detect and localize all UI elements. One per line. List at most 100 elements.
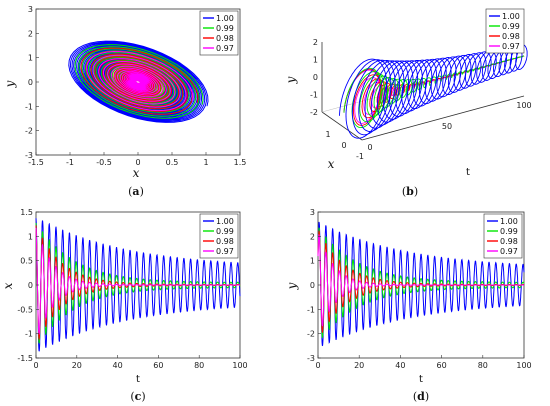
panel-b-ytick-label: -2 bbox=[310, 108, 318, 117]
panel-a-xtick-label: 0 bbox=[135, 158, 140, 167]
panel-c-caption-letter: c bbox=[135, 390, 142, 403]
panel-d-ytick-label: 1 bbox=[310, 257, 315, 266]
panel-d-xlabel: t bbox=[419, 374, 423, 385]
panel-a-xticks: -1.5 -1 -0.5 0 0.5 1 1.5 bbox=[28, 152, 246, 167]
panel-a-legend-label: 1.00 bbox=[216, 14, 234, 23]
panel-c: 0 20 40 60 80 100 -1.5 -1 -0.5 0 0.5 1 1.5 t x 1.00… bbox=[1, 208, 248, 403]
panel-c-series-group bbox=[35, 218, 241, 352]
panel-a-legend-label: 0.98 bbox=[216, 34, 234, 43]
panel-b-legend: 1.000.990.980.97 bbox=[485, 8, 525, 54]
panel-d-ylabel: y bbox=[285, 282, 299, 290]
panel-a-caption: (a) bbox=[128, 185, 144, 198]
panel-d-legend-label: 0.97 bbox=[500, 247, 518, 256]
panel-d-ytick-label: -1 bbox=[307, 305, 315, 314]
panel-b-caption-letter: b bbox=[406, 185, 414, 198]
panel-c-ytick-label: 1 bbox=[28, 232, 33, 241]
panel-a-ytick-label: 3 bbox=[28, 5, 33, 14]
panel-a-yticks: -3 -2 -1 0 1 2 3 bbox=[25, 5, 39, 160]
panel-b-xtick-label: 1 bbox=[325, 130, 330, 139]
panel-c-xtick-label: 0 bbox=[33, 361, 38, 370]
panel-a-ytick-label: -1 bbox=[25, 102, 33, 111]
panel-d-xtick-label: 20 bbox=[354, 361, 364, 370]
panel-c-ytick-label: 1.5 bbox=[20, 208, 33, 217]
panel-a-caption-letter: a bbox=[132, 185, 139, 198]
panel-b-ttick-label: 50 bbox=[442, 122, 452, 131]
panel-b-xlabel: x bbox=[328, 157, 335, 171]
panel-d-xtick-label: 0 bbox=[315, 361, 320, 370]
panel-b-legend-label: 0.98 bbox=[502, 32, 520, 41]
panel-c-xtick-label: 80 bbox=[194, 361, 204, 370]
panel-d-ytick-label: -2 bbox=[307, 330, 315, 339]
panel-d-xtick-label: 80 bbox=[478, 361, 488, 370]
panel-b-caption: (b) bbox=[402, 185, 418, 198]
panel-d-xtick-label: 60 bbox=[437, 361, 447, 370]
panel-c-ytick-label: -0.5 bbox=[17, 305, 33, 314]
panel-a-legend-label: 0.97 bbox=[216, 44, 234, 53]
panel-d-series-group bbox=[317, 221, 525, 347]
panel-b-series-group bbox=[339, 43, 528, 139]
panel-b-xtick-label: -1 bbox=[356, 152, 364, 161]
panel-a-xtick-label: 0.5 bbox=[166, 158, 179, 167]
panel-c-xtick-label: 100 bbox=[232, 361, 247, 370]
panel-a-xlabel: x bbox=[133, 166, 140, 180]
panel-a-legend: 1.000.990.980.97 bbox=[199, 10, 239, 56]
panel-a-xtick-label: -0.5 bbox=[96, 158, 112, 167]
panel-d-yticks: -3 -2 -1 0 1 2 3 bbox=[307, 208, 321, 363]
panel-a-xtick-label: 1.5 bbox=[234, 158, 247, 167]
panel-c-legend-label: 0.97 bbox=[216, 247, 234, 256]
panel-d-ytick-label: 2 bbox=[310, 232, 315, 241]
panel-d: 0 20 40 60 80 100 -3 -2 -1 0 1 2 3 t y 1.000.990.98… bbox=[285, 208, 532, 403]
panel-a-series-group bbox=[68, 40, 209, 123]
panel-d-legend: 1.000.990.980.97 bbox=[483, 213, 523, 259]
panel-c-ytick-label: 0 bbox=[28, 281, 33, 290]
panel-b-ttick-label: 100 bbox=[516, 101, 531, 110]
panel-b-ytick-label: 0 bbox=[313, 73, 318, 82]
panel-a-series-0.97 bbox=[86, 50, 194, 112]
panel-c-legend: 1.000.990.980.97 bbox=[199, 213, 239, 259]
panel-d-caption: (d) bbox=[413, 390, 429, 403]
panel-a-xtick-label: -1.5 bbox=[28, 158, 44, 167]
panel-d-legend-label: 0.99 bbox=[500, 227, 518, 236]
panel-c-ytick-label: 0.5 bbox=[20, 257, 33, 266]
panel-b-legend-label: 0.97 bbox=[502, 42, 520, 51]
panel-a-xtick-label: 1 bbox=[203, 158, 208, 167]
panel-d-ytick-label: 3 bbox=[310, 208, 315, 217]
panel-d-xtick-label: 40 bbox=[395, 361, 405, 370]
panel-a-ytick-label: -2 bbox=[25, 127, 33, 136]
panel-c-ytick-label: -1.5 bbox=[17, 354, 33, 363]
panel-d-legend-label: 0.98 bbox=[500, 237, 518, 246]
panel-b-ytick-label: -1 bbox=[310, 91, 318, 100]
panel-b-legend-label: 1.00 bbox=[502, 12, 520, 21]
panel-c-xtick-label: 20 bbox=[72, 361, 82, 370]
panel-d-xticks: 0 20 40 60 80 100 bbox=[315, 355, 532, 370]
panel-b-axis-t bbox=[361, 95, 525, 141]
panel-c-legend-label: 1.00 bbox=[216, 217, 234, 226]
panel-c-legend-label: 0.98 bbox=[216, 237, 234, 246]
panel-b-xtick-label: 0 bbox=[341, 141, 346, 150]
panel-d-caption-letter: d bbox=[417, 390, 425, 403]
panel-c-series-1.00 bbox=[35, 218, 241, 352]
panel-a-legend-label: 0.99 bbox=[216, 24, 234, 33]
panel-c-xlabel: t bbox=[136, 374, 140, 385]
panel-c-xtick-label: 40 bbox=[113, 361, 123, 370]
panel-d-series-1.00 bbox=[317, 221, 525, 347]
panel-c-xticks: 0 20 40 60 80 100 bbox=[33, 355, 248, 370]
panel-a-ylabel: y bbox=[3, 80, 17, 88]
panel-d-xtick-label: 100 bbox=[516, 361, 531, 370]
panel-b-axis-x bbox=[321, 111, 363, 141]
panel-d-ytick-label: 0 bbox=[310, 281, 315, 290]
panel-c-series-0.97 bbox=[35, 227, 240, 336]
panel-b-axes bbox=[321, 42, 525, 141]
panel-a-ytick-label: 0 bbox=[28, 78, 33, 87]
panel-a-ytick-label: -3 bbox=[25, 151, 33, 160]
panel-c-caption: (c) bbox=[130, 390, 145, 403]
panel-b-ylabel: y bbox=[284, 76, 298, 84]
panel-b-ttick-label: 0 bbox=[367, 143, 372, 152]
panel-d-series-0.99 bbox=[317, 227, 525, 339]
panel-a-ytick-label: 2 bbox=[28, 29, 33, 38]
panel-c-legend-label: 0.99 bbox=[216, 227, 234, 236]
